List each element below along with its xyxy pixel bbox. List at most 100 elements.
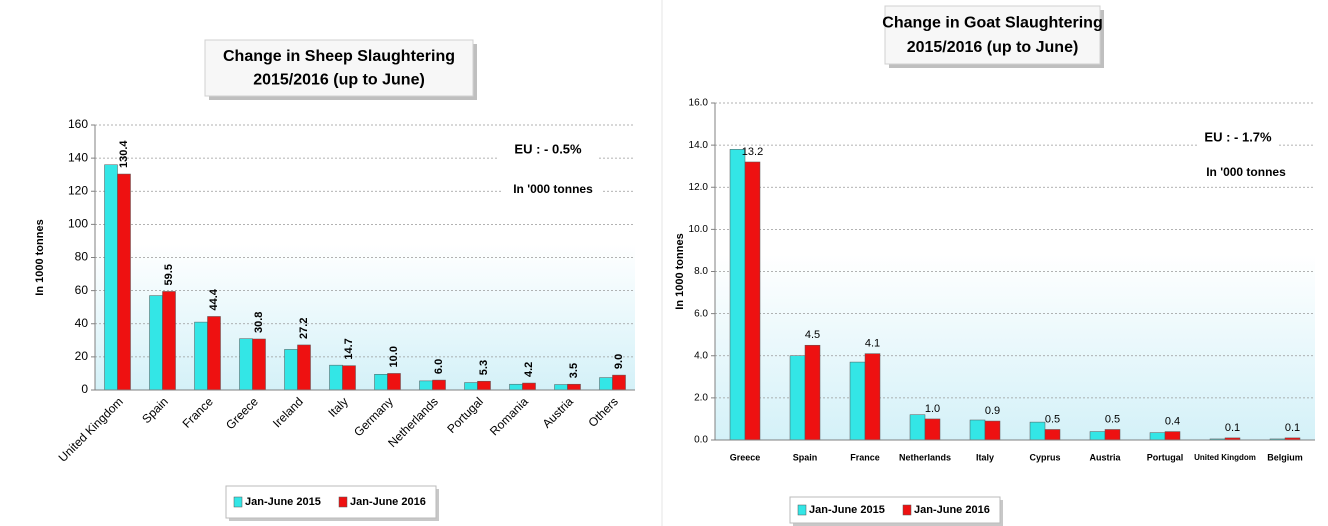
- x-tick-label: Germany: [351, 394, 396, 439]
- bar: [1089, 431, 1106, 441]
- y-tick-label: 60: [75, 283, 89, 297]
- annotation-bg: [498, 141, 598, 159]
- annotation: In '000 tonnes: [513, 182, 593, 196]
- legend-label: Jan-June 2016: [350, 496, 426, 508]
- bar: [194, 321, 208, 391]
- value-label: 0.1: [1225, 422, 1240, 434]
- value-label: 59.5: [163, 264, 175, 285]
- y-tick-label: 80: [75, 250, 89, 264]
- bar: [804, 344, 821, 441]
- value-label: 44.4: [208, 288, 220, 310]
- y-tick-label: 120: [68, 183, 88, 197]
- annotation-bg: [1198, 129, 1278, 147]
- bar: [984, 420, 1001, 441]
- bar: [789, 355, 806, 441]
- y-axis-label: In 1000 tonnes: [34, 219, 46, 295]
- x-tick-label: France: [180, 394, 217, 431]
- value-label: 4.1: [865, 338, 880, 350]
- bar: [252, 338, 266, 391]
- bar: [239, 338, 253, 391]
- x-tick-label: Greece: [730, 452, 761, 462]
- value-label: 6.0: [433, 359, 445, 374]
- y-tick-label: 16.0: [689, 98, 709, 109]
- x-tick-label: Spain: [139, 394, 171, 426]
- y-tick-label: 10.0: [689, 224, 709, 235]
- bar: [924, 418, 941, 441]
- legend-box: [225, 485, 437, 519]
- y-tick-label: 6.0: [694, 308, 708, 319]
- x-tick-label: Cyprus: [1029, 452, 1060, 462]
- annotation: EU : - 1.7%: [1204, 129, 1272, 144]
- legend-swatch: [233, 496, 243, 508]
- x-tick-label: Spain: [793, 452, 818, 462]
- x-tick-label: Ireland: [270, 394, 306, 430]
- legend-swatch: [902, 504, 912, 516]
- x-tick-label: Belgium: [1267, 452, 1303, 462]
- value-label: 0.1: [1285, 422, 1300, 434]
- y-tick-label: 100: [68, 217, 88, 231]
- value-label: 3.5: [568, 363, 580, 378]
- y-tick-label: 160: [68, 117, 88, 131]
- bar: [342, 365, 356, 391]
- legend-label: Jan-June 2015: [245, 496, 321, 508]
- bar: [432, 379, 446, 391]
- x-tick-label: United Kingdom: [1194, 453, 1256, 462]
- x-tick-label: Netherlands: [899, 452, 951, 462]
- x-tick-label: Italy: [976, 452, 994, 462]
- chart-subtitle: 2015/2016 (up to June): [907, 39, 1079, 56]
- value-label: 0.9: [985, 405, 1000, 417]
- value-label: 0.4: [1165, 415, 1180, 427]
- x-tick-label: Austria: [540, 394, 577, 431]
- bar: [1104, 429, 1121, 441]
- y-axis-label: In 1000 tonnes: [674, 233, 686, 309]
- title-box: [204, 39, 474, 97]
- bar: [329, 364, 343, 391]
- bar: [207, 316, 221, 391]
- x-tick-label: Greece: [223, 394, 261, 432]
- annotation-bg: [1201, 164, 1291, 182]
- bar: [864, 353, 881, 441]
- annotation: In '000 tonnes: [1206, 165, 1286, 179]
- bar: [284, 349, 298, 391]
- bar: [909, 414, 926, 441]
- bar: [387, 373, 401, 391]
- y-tick-label: 14.0: [689, 140, 709, 151]
- legend-label: Jan-June 2015: [809, 504, 885, 516]
- x-tick-label: Portugal: [444, 394, 486, 436]
- bar: [612, 374, 626, 391]
- bar: [599, 377, 613, 391]
- x-tick-label: Austria: [1089, 452, 1121, 462]
- y-tick-label: 140: [68, 150, 88, 164]
- x-tick-label: Italy: [325, 394, 350, 419]
- legend-swatch: [338, 496, 348, 508]
- bar: [374, 374, 388, 391]
- bar: [297, 344, 311, 391]
- value-label: 4.2: [523, 362, 535, 377]
- x-tick-label: Romania: [487, 394, 531, 438]
- bar: [1029, 421, 1046, 441]
- chart-subtitle: 2015/2016 (up to June): [253, 72, 425, 89]
- value-label: 30.8: [253, 312, 265, 333]
- bar: [522, 382, 536, 391]
- bar: [567, 383, 581, 391]
- bar: [149, 295, 163, 391]
- value-label: 1.0: [925, 403, 940, 415]
- x-tick-label: Others: [585, 394, 620, 429]
- value-label: 13.2: [742, 146, 763, 158]
- legend-label: Jan-June 2016: [914, 504, 990, 516]
- bar: [477, 380, 491, 391]
- bar: [729, 149, 746, 441]
- value-label: 9.0: [613, 354, 625, 369]
- chart-title: Change in Goat Slaughtering: [882, 15, 1102, 32]
- annotation: EU : - 0.5%: [514, 141, 582, 156]
- bar: [554, 384, 568, 391]
- value-label: 14.7: [343, 338, 355, 359]
- y-tick-label: 12.0: [689, 182, 709, 193]
- x-tick-label: Portugal: [1147, 452, 1184, 462]
- y-tick-label: 8.0: [694, 266, 708, 277]
- title-box: [884, 5, 1101, 65]
- value-label: 0.5: [1045, 413, 1060, 425]
- value-label: 27.2: [298, 318, 310, 339]
- value-label: 130.4: [118, 140, 130, 168]
